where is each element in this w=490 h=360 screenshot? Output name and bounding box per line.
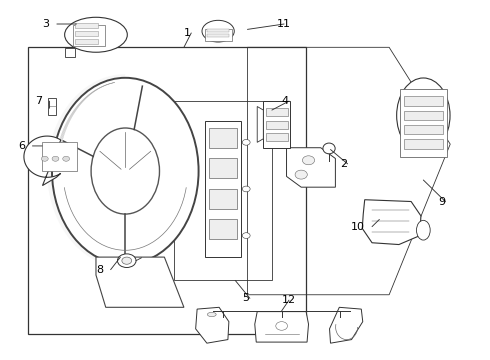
Circle shape bbox=[276, 321, 288, 330]
Text: 2: 2 bbox=[340, 159, 347, 169]
Ellipse shape bbox=[52, 78, 198, 264]
Bar bbox=[207, 33, 229, 37]
Ellipse shape bbox=[323, 143, 335, 154]
Text: 7: 7 bbox=[35, 96, 42, 106]
Polygon shape bbox=[257, 107, 263, 142]
Text: 8: 8 bbox=[96, 265, 103, 275]
Bar bbox=[404, 125, 442, 134]
Circle shape bbox=[41, 156, 48, 161]
Bar bbox=[263, 101, 290, 148]
Bar bbox=[48, 98, 56, 115]
Polygon shape bbox=[255, 312, 309, 342]
Bar bbox=[75, 39, 98, 44]
Ellipse shape bbox=[118, 254, 136, 267]
Circle shape bbox=[52, 156, 59, 161]
Bar bbox=[400, 89, 446, 157]
Text: 5: 5 bbox=[243, 293, 249, 303]
Polygon shape bbox=[66, 48, 75, 57]
Ellipse shape bbox=[65, 17, 127, 52]
Text: 12: 12 bbox=[282, 295, 296, 305]
Text: 9: 9 bbox=[438, 197, 445, 207]
Ellipse shape bbox=[91, 128, 159, 214]
Bar bbox=[174, 101, 272, 280]
Circle shape bbox=[243, 139, 250, 145]
Bar bbox=[205, 121, 242, 257]
Polygon shape bbox=[287, 148, 335, 187]
Text: 4: 4 bbox=[282, 96, 289, 106]
Circle shape bbox=[243, 186, 250, 192]
Polygon shape bbox=[24, 136, 61, 185]
Polygon shape bbox=[196, 307, 229, 343]
Bar bbox=[209, 158, 238, 178]
Ellipse shape bbox=[202, 20, 234, 42]
Bar bbox=[209, 220, 238, 239]
Bar bbox=[75, 31, 98, 36]
Bar bbox=[266, 134, 288, 141]
Bar bbox=[73, 25, 105, 46]
Bar bbox=[404, 139, 442, 149]
Bar bbox=[27, 47, 306, 334]
Bar bbox=[404, 96, 442, 106]
Ellipse shape bbox=[122, 257, 132, 264]
Bar bbox=[75, 23, 98, 28]
Polygon shape bbox=[330, 307, 363, 343]
Bar bbox=[266, 108, 288, 116]
Ellipse shape bbox=[207, 312, 216, 317]
Bar bbox=[207, 28, 229, 32]
Text: 11: 11 bbox=[277, 19, 291, 29]
Polygon shape bbox=[47, 74, 125, 268]
Text: 10: 10 bbox=[351, 222, 365, 231]
Bar bbox=[209, 128, 238, 148]
Ellipse shape bbox=[295, 170, 307, 179]
Ellipse shape bbox=[302, 156, 315, 165]
Bar bbox=[209, 189, 238, 209]
Text: 3: 3 bbox=[43, 19, 49, 29]
Bar bbox=[43, 142, 77, 171]
Circle shape bbox=[243, 233, 250, 238]
Bar bbox=[205, 29, 232, 41]
Circle shape bbox=[63, 156, 70, 161]
Polygon shape bbox=[362, 200, 421, 244]
Bar bbox=[404, 111, 442, 120]
Bar bbox=[266, 121, 288, 129]
Polygon shape bbox=[96, 257, 184, 307]
Ellipse shape bbox=[396, 78, 450, 153]
Ellipse shape bbox=[416, 220, 430, 240]
Text: 1: 1 bbox=[184, 28, 191, 38]
Text: 6: 6 bbox=[18, 141, 25, 151]
